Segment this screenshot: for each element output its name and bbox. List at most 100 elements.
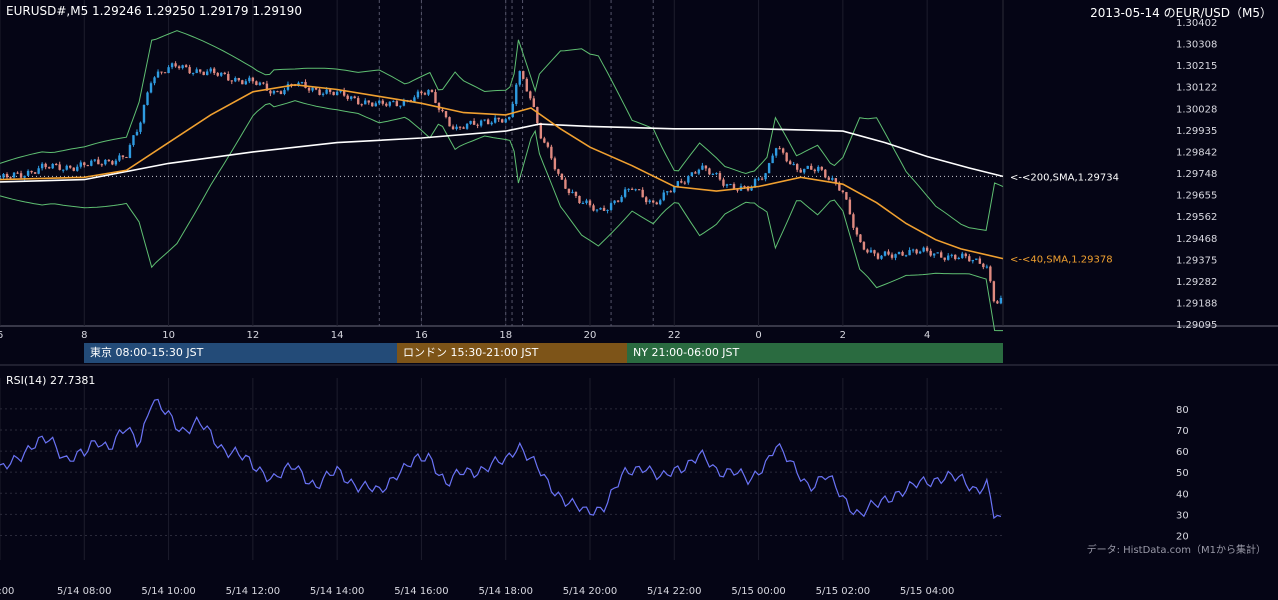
candle-body [346, 95, 349, 99]
candle-body [153, 77, 156, 84]
candle-body [19, 173, 23, 178]
rsi-y-tick-label: 80 [1176, 405, 1189, 416]
candle-body [170, 63, 174, 68]
candle-body [311, 87, 314, 91]
candle-body [121, 155, 125, 157]
price-y-tick-label: 1.29748 [1176, 169, 1217, 180]
candle-body [30, 170, 33, 173]
candle-body [571, 191, 574, 193]
price-y-tick-label: 1.30122 [1176, 83, 1217, 94]
candle-body [462, 127, 465, 129]
candle-body [525, 78, 528, 92]
candle-body [255, 81, 258, 85]
candle-body [602, 207, 606, 211]
candle-body [788, 161, 792, 165]
candle-body [374, 103, 377, 107]
candle-body [90, 160, 93, 166]
candle-body [381, 100, 384, 104]
candle-body [925, 247, 929, 251]
candle-body [413, 97, 416, 103]
candle-body [198, 69, 202, 72]
candle-body [644, 197, 648, 203]
candle-body [395, 101, 399, 107]
date-x-tick-label: 5/14 22:00 [647, 586, 701, 597]
candle-body [342, 90, 346, 96]
candle-body [216, 73, 219, 76]
candle-body [708, 168, 711, 175]
candle-body [609, 203, 613, 210]
candle-body [104, 159, 107, 165]
candle-body [982, 263, 985, 268]
candle-body [321, 93, 325, 95]
candle-body [128, 145, 132, 158]
price-y-tick-label: 1.30308 [1176, 40, 1217, 51]
candle-body [803, 168, 806, 173]
candle-body [132, 135, 135, 146]
candle-body [813, 169, 816, 172]
candle-body [234, 77, 237, 82]
candle-body [957, 257, 960, 259]
candle-body [550, 146, 553, 159]
rsi-y-tick-label: 60 [1176, 447, 1189, 458]
candle-body [704, 165, 708, 169]
candle-body [167, 67, 170, 74]
candle-body [855, 227, 859, 235]
session-ny: NY 21:00-06:00 JST [627, 343, 1003, 363]
candle-body [880, 255, 883, 259]
candle-body [760, 178, 764, 180]
candle-body [666, 191, 669, 193]
candle-body [111, 161, 114, 165]
candle-body [613, 200, 616, 204]
symbol-info: EURUSD#,M5 1.29246 1.29250 1.29179 1.291… [6, 4, 302, 18]
candle-body [213, 68, 216, 74]
candle-body [641, 189, 644, 198]
candle-body [118, 155, 121, 161]
candle-body [399, 105, 402, 107]
candle-body [455, 126, 458, 130]
candle-body [673, 186, 676, 193]
candle-body [876, 253, 880, 259]
candle-body [778, 148, 781, 150]
price-y-tick-label: 1.29095 [1176, 320, 1217, 331]
candle-body [796, 164, 799, 170]
candle-body [241, 80, 244, 85]
sma40-annotation: <-<40,SMA,1.29378 [1010, 255, 1113, 266]
price-y-tick-label: 1.29842 [1176, 147, 1217, 158]
candle-body [662, 192, 665, 201]
time-x-tick-label: 14 [331, 330, 344, 341]
candle-body [831, 178, 834, 180]
candle-body [841, 190, 845, 193]
candle-body [251, 77, 255, 82]
candle-body [107, 159, 111, 162]
candle-body [515, 84, 518, 104]
candle-body [904, 255, 908, 257]
candle-body [156, 71, 160, 78]
candle-body [824, 169, 827, 178]
candle-body [774, 148, 778, 156]
price-y-tick-label: 1.29282 [1176, 277, 1217, 288]
candle-body [392, 101, 395, 103]
candle-body [630, 188, 634, 190]
candle-body [353, 96, 356, 99]
candle-body [223, 72, 226, 74]
time-x-tick-label: 12 [246, 330, 259, 341]
bollinger-lower-band [0, 100, 1003, 332]
candle-body [518, 71, 521, 85]
candle-body [922, 247, 925, 252]
candle-body [574, 191, 578, 196]
time-x-tick-label: 22 [668, 330, 681, 341]
candle-body [757, 178, 760, 180]
candle-body [652, 200, 655, 203]
candle-body [360, 104, 363, 106]
rsi-line [0, 398, 1002, 520]
candle-body [258, 82, 262, 85]
candle-body [325, 89, 328, 94]
candle-body [522, 71, 525, 79]
candle-body [237, 77, 241, 81]
candle-body [683, 182, 687, 184]
candle-body [23, 175, 26, 178]
candle-body [76, 166, 79, 171]
date-x-tick-label: 5/14 14:00 [310, 586, 364, 597]
candle-body [557, 169, 560, 174]
candle-body [163, 72, 167, 74]
